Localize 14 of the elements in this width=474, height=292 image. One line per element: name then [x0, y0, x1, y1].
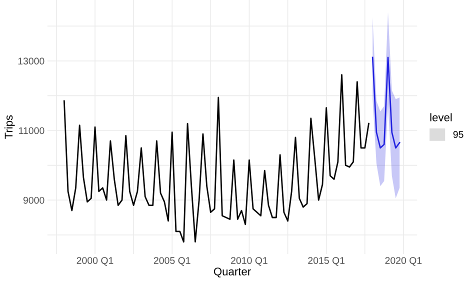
- x-axis-title: Quarter: [214, 268, 251, 278]
- y-tick-label: 13000: [18, 58, 44, 65]
- y-axis-title: Trips: [4, 115, 15, 139]
- x-tick-label: 2015 Q1: [308, 257, 345, 266]
- legend-title: level: [430, 113, 452, 122]
- x-tick-label: 2010 Q1: [231, 257, 268, 266]
- line-series: [372, 56, 400, 149]
- x-tick-label: 2020 Q1: [385, 257, 422, 266]
- x-tick-label: 2000 Q1: [76, 257, 114, 266]
- y-tick-label: 11000: [19, 127, 44, 134]
- text: 95: [453, 131, 464, 138]
- x-tick-label: 2005 Q1: [154, 257, 190, 266]
- line-series: [63, 74, 370, 243]
- y-tick-label: 9000: [23, 196, 44, 204]
